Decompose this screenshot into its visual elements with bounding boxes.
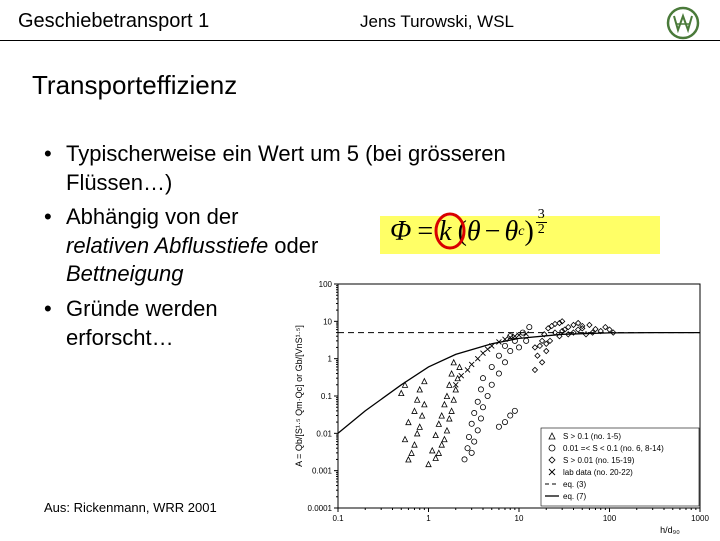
bullet-2-italic-2: Bettneigung	[66, 261, 183, 286]
svg-text:100: 100	[319, 280, 333, 289]
header-divider	[0, 40, 720, 41]
bullet-dot-icon: •	[44, 140, 66, 197]
eq-minus: −	[485, 216, 501, 248]
svg-text:h/d₉₀: h/d₉₀	[660, 525, 680, 535]
svg-text:0.01 =< S < 0.1 (no. 6, 8-14): 0.01 =< S < 0.1 (no. 6, 8-14)	[563, 444, 664, 453]
svg-text:lab data (no. 20-22): lab data (no. 20-22)	[563, 468, 633, 477]
svg-text:0.001: 0.001	[312, 467, 333, 476]
bullet-dot-icon: •	[44, 203, 66, 289]
scatter-chart: 0.1 1 10 100 1000 0.0001 0.001 0.01 0.1 1 10 100 h/d…	[290, 276, 710, 536]
bullet-2-italic-1: relativen Abflusstiefe	[66, 233, 268, 258]
eq-equals: =	[417, 216, 433, 248]
bullet-1: • Typischerweise ein Wert um 5 (bei grös…	[44, 140, 684, 197]
slide-title: Transporteffizienz	[32, 70, 237, 101]
eq-exp-num: 3	[536, 208, 547, 223]
svg-text:1: 1	[328, 355, 333, 364]
svg-text:1: 1	[426, 514, 431, 523]
header-left: Geschiebetransport 1	[18, 10, 209, 33]
svg-text:S > 0.1 (no. 1-5): S > 0.1 (no. 1-5)	[563, 432, 621, 441]
eq-theta-c: θ	[504, 216, 518, 248]
svg-text:1000: 1000	[691, 514, 709, 523]
slide: Geschiebetransport 1 Jens Turowski, WSL …	[0, 0, 720, 540]
svg-text:eq. (3): eq. (3)	[563, 480, 586, 489]
header-author: Jens Turowski, WSL	[360, 12, 514, 32]
svg-text:0.1: 0.1	[321, 392, 333, 401]
citation: Aus: Rickenmann, WRR 2001	[44, 500, 217, 515]
eq-phi: Φ	[390, 216, 411, 248]
header: Geschiebetransport 1 Jens Turowski, WSL	[0, 0, 720, 42]
circle-annotation-icon	[433, 210, 467, 252]
eq-exp-den: 2	[536, 223, 547, 237]
equation-box: Φ = k ( θ − θc ) 3 2	[380, 206, 689, 266]
eq-rparen: )	[524, 216, 533, 248]
bullet-3-line1: Gründe werden	[66, 296, 218, 321]
svg-text:100: 100	[603, 514, 617, 523]
bullet-2-line1: Abhängig von der	[66, 204, 238, 229]
svg-text:10: 10	[515, 514, 524, 523]
svg-text:eq. (7): eq. (7)	[563, 492, 586, 501]
bullet-dot-icon: •	[44, 295, 66, 352]
bullet-2-rest: oder	[268, 233, 318, 258]
svg-text:0.1: 0.1	[332, 514, 344, 523]
svg-text:0.0001: 0.0001	[308, 504, 333, 513]
bullet-3-line2: erforscht…	[66, 325, 174, 350]
svg-text:0.01: 0.01	[316, 429, 332, 438]
bullet-1-line2: Flüssen…)	[66, 170, 172, 195]
svg-text:S > 0.01 (no. 15-19): S > 0.01 (no. 15-19)	[563, 456, 635, 465]
svg-text:10: 10	[323, 317, 332, 326]
bullet-1-line1: Typischerweise ein Wert um 5 (bei grösse…	[66, 141, 506, 166]
svg-text:A = Qb/[S¹·⁵ Qm·Qc] or Gb/[VnS: A = Qb/[S¹·⁵ Qm·Qc] or Gb/[VnS¹·⁵]	[294, 325, 304, 467]
eq-theta: θ	[467, 216, 481, 248]
equation: Φ = k ( θ − θc ) 3 2	[390, 216, 547, 248]
